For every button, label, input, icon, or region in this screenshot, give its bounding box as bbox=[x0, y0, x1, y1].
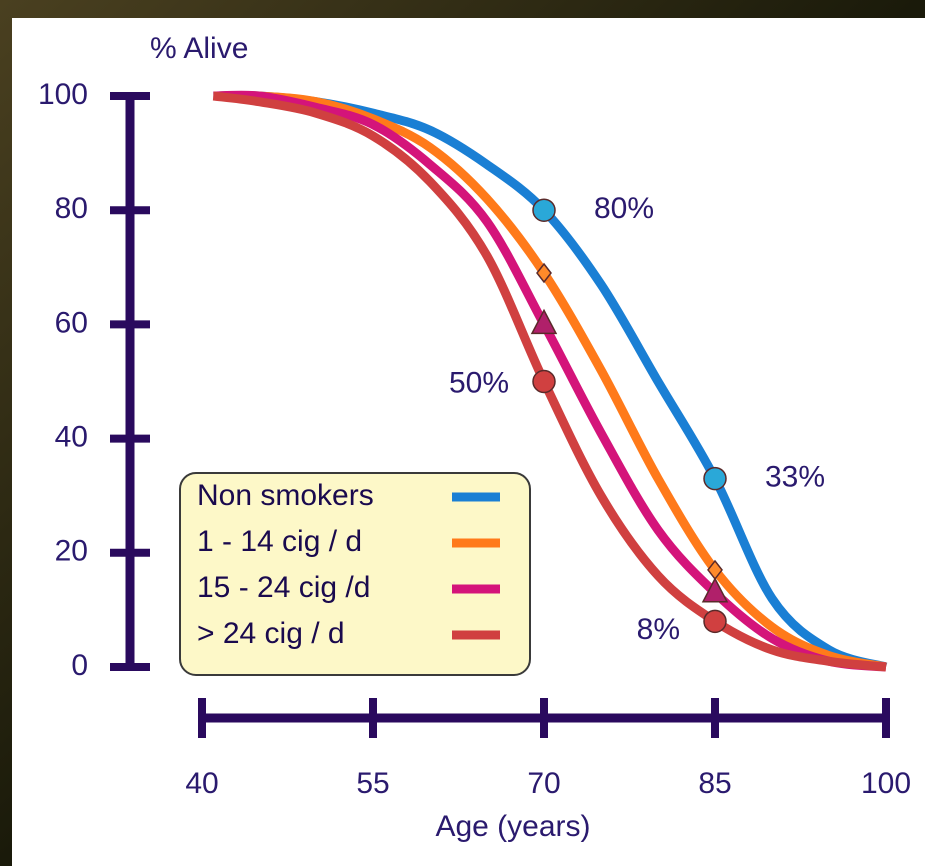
x-tick-label: 85 bbox=[698, 767, 731, 800]
y-tick-label: 60 bbox=[55, 306, 88, 339]
x-tick-label: 40 bbox=[185, 767, 218, 800]
marker bbox=[704, 610, 726, 632]
x-tick-label: 55 bbox=[356, 767, 389, 800]
marker bbox=[704, 468, 726, 490]
y-tick-label: 20 bbox=[55, 535, 88, 568]
y-tick-label: 100 bbox=[38, 78, 88, 111]
x-axis-label: Age (years) bbox=[435, 810, 590, 843]
legend-label: Non smokers bbox=[197, 479, 374, 512]
legend-label: > 24 cig / d bbox=[197, 617, 345, 650]
annotation: 33% bbox=[765, 460, 825, 493]
y-axis-label: % Alive bbox=[150, 32, 248, 65]
marker bbox=[533, 199, 555, 221]
annotation: 8% bbox=[637, 613, 680, 646]
legend-label: 1 - 14 cig / d bbox=[197, 525, 362, 558]
y-tick-label: 80 bbox=[55, 192, 88, 225]
annotation: 80% bbox=[594, 192, 654, 225]
legend-label: 15 - 24 cig /d bbox=[197, 571, 370, 604]
annotation: 50% bbox=[449, 366, 509, 399]
chart: % Alive Age (years) Non smokers 1 - 14 ci… bbox=[0, 0, 925, 866]
x-tick-label: 70 bbox=[527, 767, 560, 800]
page: {"chart_data": {"type": "line", "y_label… bbox=[0, 0, 925, 866]
y-tick-label: 40 bbox=[55, 421, 88, 454]
x-tick-label: 100 bbox=[861, 767, 911, 800]
marker bbox=[533, 371, 555, 393]
y-tick-label: 0 bbox=[71, 649, 88, 682]
